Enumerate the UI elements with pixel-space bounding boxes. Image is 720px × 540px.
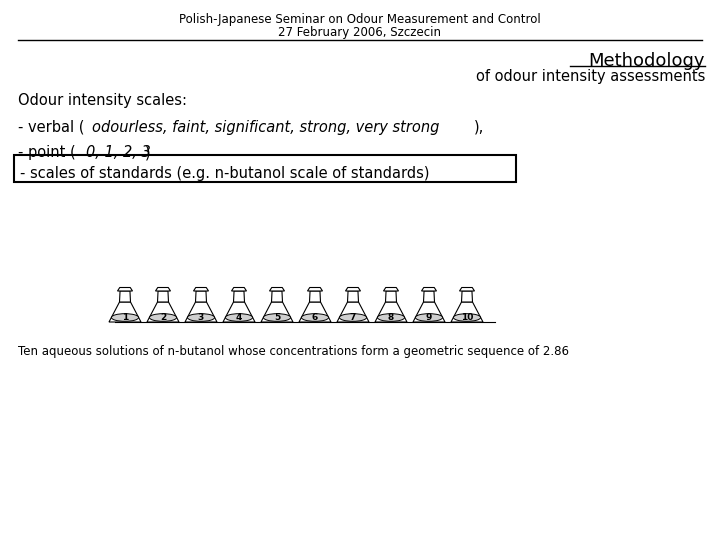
Polygon shape (375, 302, 407, 322)
Text: 10: 10 (461, 313, 473, 322)
Polygon shape (384, 287, 398, 291)
Text: 1: 1 (122, 313, 128, 322)
Ellipse shape (339, 314, 366, 321)
Text: Polish-Japanese Seminar on Odour Measurement and Control: Polish-Japanese Seminar on Odour Measure… (179, 13, 541, 26)
Ellipse shape (187, 314, 215, 321)
FancyBboxPatch shape (14, 155, 516, 182)
Text: - verbal (: - verbal ( (18, 120, 84, 135)
Ellipse shape (454, 314, 481, 321)
Text: 2: 2 (160, 313, 166, 322)
Text: 9: 9 (426, 313, 432, 322)
Ellipse shape (415, 314, 443, 321)
Polygon shape (156, 287, 171, 291)
Polygon shape (147, 302, 179, 322)
Text: ): ) (145, 145, 150, 160)
Polygon shape (462, 291, 472, 302)
Polygon shape (120, 291, 130, 302)
Polygon shape (261, 302, 293, 322)
Polygon shape (158, 291, 168, 302)
Polygon shape (385, 291, 397, 302)
Ellipse shape (112, 314, 138, 321)
Text: 0, 1, 2, 3: 0, 1, 2, 3 (86, 145, 150, 160)
Polygon shape (413, 302, 445, 322)
Text: Ten aqueous solutions of n-butanol whose concentrations form a geometric sequenc: Ten aqueous solutions of n-butanol whose… (18, 345, 569, 358)
Polygon shape (421, 287, 436, 291)
Polygon shape (109, 302, 141, 322)
Text: 3: 3 (198, 313, 204, 322)
Polygon shape (310, 291, 320, 302)
Ellipse shape (225, 314, 253, 321)
Polygon shape (459, 287, 474, 291)
Text: of odour intensity assessments: of odour intensity assessments (476, 69, 705, 84)
Polygon shape (232, 287, 246, 291)
Polygon shape (269, 287, 284, 291)
Ellipse shape (150, 314, 176, 321)
Text: - scales of standards (e.g. n-butanol scale of standards): - scales of standards (e.g. n-butanol sc… (20, 166, 430, 181)
Polygon shape (185, 302, 217, 322)
Text: 27 February 2006, Szczecin: 27 February 2006, Szczecin (279, 26, 441, 39)
Text: Odour intensity scales:: Odour intensity scales: (18, 93, 187, 108)
Polygon shape (337, 302, 369, 322)
Text: 7: 7 (350, 313, 356, 322)
Text: 6: 6 (312, 313, 318, 322)
Polygon shape (196, 291, 207, 302)
Polygon shape (451, 302, 483, 322)
Text: odourless, faint, significant, strong, very strong: odourless, faint, significant, strong, v… (92, 120, 439, 135)
Polygon shape (346, 287, 361, 291)
Ellipse shape (302, 314, 328, 321)
Polygon shape (194, 287, 209, 291)
Text: Methodology: Methodology (588, 52, 705, 70)
Text: - point (: - point ( (18, 145, 76, 160)
Polygon shape (271, 291, 282, 302)
Polygon shape (223, 302, 255, 322)
Text: 4: 4 (236, 313, 242, 322)
Ellipse shape (377, 314, 405, 321)
Polygon shape (117, 287, 132, 291)
Polygon shape (299, 302, 331, 322)
Polygon shape (233, 291, 245, 302)
Text: ),: ), (474, 120, 485, 135)
Ellipse shape (264, 314, 291, 321)
Polygon shape (423, 291, 434, 302)
Polygon shape (307, 287, 323, 291)
Polygon shape (348, 291, 359, 302)
Text: 8: 8 (388, 313, 394, 322)
Text: 5: 5 (274, 313, 280, 322)
